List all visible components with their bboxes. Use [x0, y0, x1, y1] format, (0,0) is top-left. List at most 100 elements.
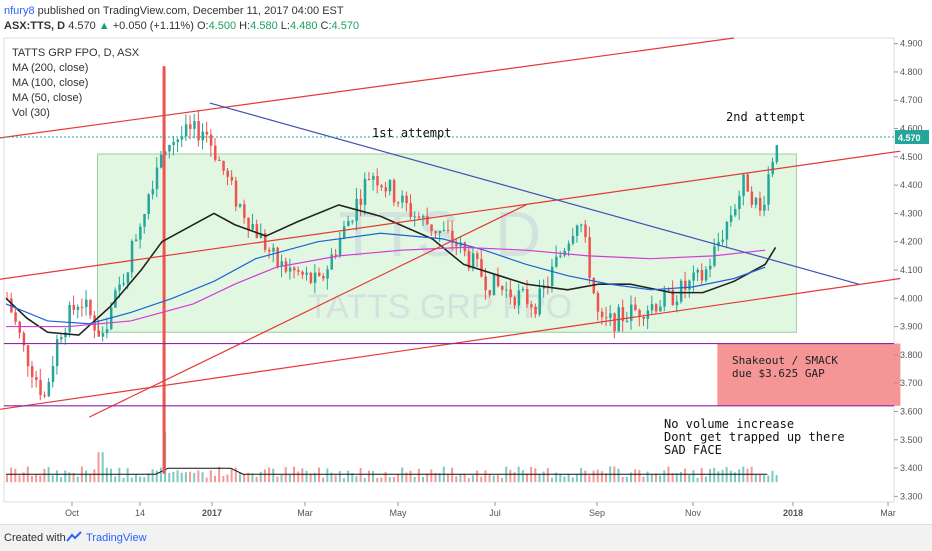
candle-body[interactable] [580, 224, 583, 226]
candle-body[interactable] [143, 213, 146, 227]
candle-body[interactable] [134, 239, 138, 242]
candle-body[interactable] [305, 272, 309, 275]
candle-body[interactable] [659, 306, 662, 312]
candle-body[interactable] [584, 224, 587, 238]
candle-body[interactable] [238, 204, 242, 207]
candle-body[interactable] [467, 251, 471, 269]
candle-body[interactable] [684, 280, 687, 290]
candle-body[interactable] [209, 134, 213, 146]
candle-body[interactable] [309, 272, 313, 283]
candle-body[interactable] [255, 224, 259, 239]
candle-body[interactable] [347, 221, 350, 227]
candle-body[interactable] [222, 160, 225, 171]
candle-body[interactable] [692, 272, 695, 281]
trend-line[interactable] [88, 204, 527, 418]
candle-body[interactable] [758, 197, 762, 211]
candle-body[interactable] [126, 272, 130, 284]
candle-body[interactable] [51, 366, 55, 383]
candle-body[interactable] [272, 247, 275, 252]
candle-body[interactable] [39, 379, 42, 396]
candle-body[interactable] [97, 330, 101, 337]
candle-body[interactable] [613, 313, 616, 332]
candle-body[interactable] [480, 259, 483, 277]
candle-body[interactable] [654, 304, 658, 312]
candle-body[interactable] [630, 304, 633, 321]
candle-body[interactable] [775, 145, 779, 162]
trend-line[interactable] [0, 37, 735, 140]
candle-body[interactable] [268, 249, 271, 252]
shakeout-box[interactable] [717, 343, 901, 406]
candle-body[interactable] [642, 316, 645, 319]
candle-body[interactable] [767, 174, 770, 205]
candle-body[interactable] [571, 235, 575, 244]
candle-body[interactable] [671, 289, 675, 306]
candle-body[interactable] [18, 321, 21, 333]
candle-body[interactable] [168, 144, 171, 152]
candle-body[interactable] [47, 382, 51, 397]
candle-body[interactable] [451, 230, 454, 243]
candle-body[interactable] [72, 304, 76, 310]
candle-body[interactable] [334, 254, 338, 256]
candle-body[interactable] [667, 289, 670, 291]
candle-body[interactable] [342, 226, 346, 239]
candle-body[interactable] [559, 255, 562, 257]
candle-body[interactable] [634, 304, 637, 311]
candle-body[interactable] [139, 226, 142, 240]
candle-body[interactable] [484, 276, 487, 291]
candle-body[interactable] [114, 290, 117, 308]
candle-body[interactable] [738, 195, 741, 210]
candle-body[interactable] [276, 247, 279, 267]
candle-body[interactable] [704, 269, 708, 281]
candle-body[interactable] [455, 242, 458, 247]
candle-body[interactable] [159, 155, 163, 168]
candle-body[interactable] [22, 332, 26, 346]
candle-body[interactable] [476, 253, 479, 260]
candle-body[interactable] [205, 131, 209, 135]
candle-body[interactable] [763, 204, 766, 211]
candle-body[interactable] [725, 221, 729, 240]
downtrend-line[interactable] [209, 102, 859, 285]
candle-body[interactable] [709, 265, 712, 270]
candle-body[interactable] [729, 215, 733, 222]
candle-body[interactable] [471, 253, 475, 269]
candle-body[interactable] [14, 312, 17, 322]
candle-body[interactable] [605, 317, 608, 319]
candle-body[interactable] [509, 289, 512, 298]
candle-body[interactable] [575, 225, 579, 236]
candle-body[interactable] [351, 220, 354, 222]
candle-body[interactable] [230, 176, 234, 181]
candle-body[interactable] [588, 237, 591, 279]
candle-body[interactable] [625, 320, 629, 322]
candle-body[interactable] [284, 261, 288, 272]
trend-line[interactable] [0, 150, 901, 281]
candle-body[interactable] [688, 280, 691, 290]
candle-body[interactable] [446, 230, 450, 232]
candle-body[interactable] [392, 180, 396, 203]
price-chart[interactable]: TTS, D TATTS GRP FPO 4.9004.8004.7004.60… [0, 36, 932, 524]
candle-body[interactable] [85, 299, 88, 308]
candle-body[interactable] [288, 267, 292, 272]
candle-body[interactable] [318, 272, 321, 276]
candle-body[interactable] [243, 204, 246, 218]
candle-body[interactable] [297, 270, 300, 272]
candle-body[interactable] [609, 313, 612, 319]
candle-body[interactable] [80, 307, 84, 309]
candle-body[interactable] [405, 195, 408, 204]
author-link[interactable]: nfury8 [4, 5, 35, 17]
tradingview-link[interactable]: TradingView [86, 532, 147, 544]
trend-line[interactable] [0, 277, 901, 411]
candle-body[interactable] [538, 288, 541, 315]
candle-body[interactable] [426, 216, 429, 225]
candle-body[interactable] [363, 178, 367, 205]
candle-body[interactable] [679, 280, 683, 302]
candle-body[interactable] [151, 189, 155, 195]
candle-body[interactable] [180, 136, 184, 140]
candle-body[interactable] [280, 261, 284, 267]
candle-body[interactable] [55, 339, 59, 367]
candle-body[interactable] [521, 289, 525, 291]
candle-body[interactable] [771, 161, 774, 175]
candle-body[interactable] [734, 209, 737, 216]
candle-body[interactable] [313, 272, 317, 283]
candle-body[interactable] [176, 139, 180, 142]
candle-body[interactable] [193, 120, 196, 129]
